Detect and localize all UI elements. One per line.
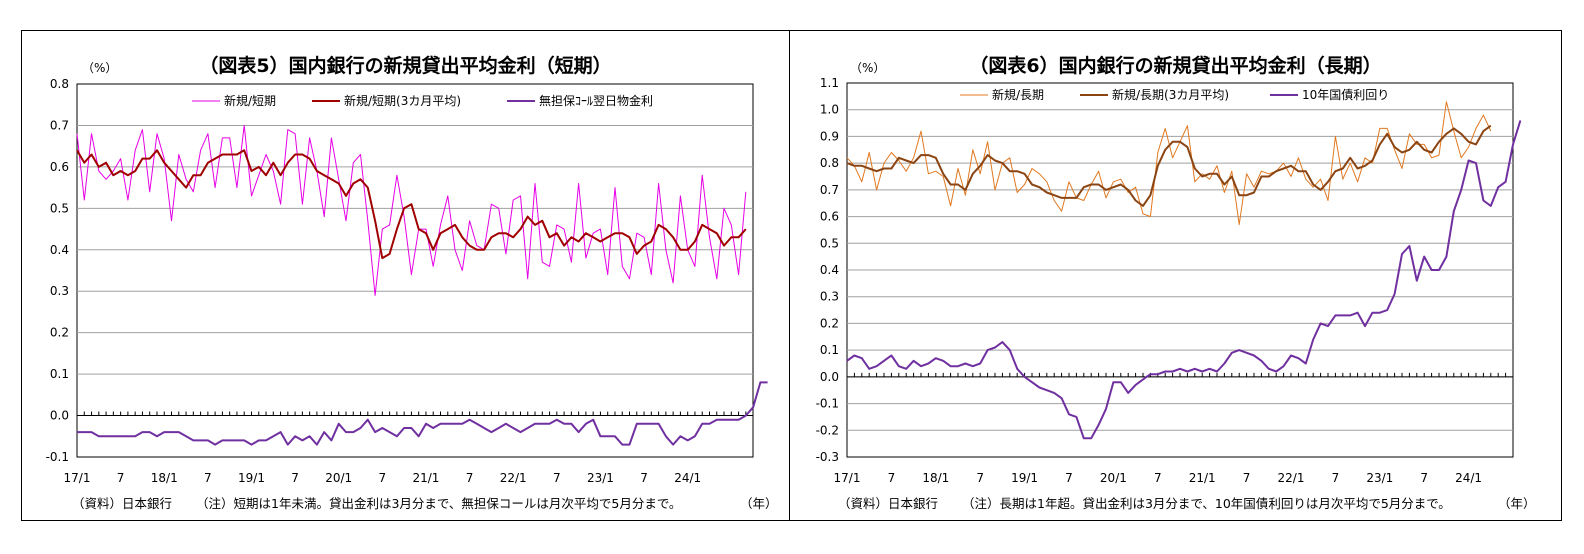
y-tick-label: 0.2 [50, 326, 69, 340]
y-tick-label: 0.7 [50, 118, 69, 132]
y-tick-label: 0.2 [820, 316, 839, 330]
x-tick-label: 23/1 [1366, 471, 1393, 485]
x-tick-label: 21/1 [412, 471, 439, 485]
x-tick-label: 19/1 [238, 471, 265, 485]
x-unit-label: （年） [740, 496, 778, 511]
x-tick-label: 22/1 [500, 471, 527, 485]
y-tick-label: -0.3 [816, 450, 839, 464]
y-tick-label: 0.6 [50, 160, 69, 174]
x-tick-label: 7 [976, 471, 984, 485]
x-tick-label: 22/1 [1278, 471, 1305, 485]
x-tick-label: 7 [1332, 471, 1340, 485]
x-tick-label: 7 [640, 471, 648, 485]
y-tick-label: 0.3 [820, 290, 839, 304]
x-tick-label: 7 [466, 471, 474, 485]
series-line [76, 149, 747, 260]
x-tick-label: 20/1 [325, 471, 352, 485]
x-tick-label: 7 [1243, 471, 1251, 485]
series-line [846, 120, 1522, 440]
series-line [846, 124, 1492, 207]
x-tick-label: 18/1 [922, 471, 949, 485]
x-tick-label: 7 [1420, 471, 1428, 485]
line-chart: 1.1 1.0 0.9 0.8 0.7 0.6 0.5 0.4 0.3 0.2 0.1 0.0 -0.1… [816, 76, 1522, 485]
x-tick-label: 17/1 [834, 471, 861, 485]
x-tick-label: 7 [553, 471, 561, 485]
y-tick-label: -0.1 [46, 450, 69, 464]
line-chart: 0.8 0.7 0.6 0.5 0.4 0.3 0.2 0.1 0.0 -0.1 17/1 7 18/1… [46, 77, 768, 485]
y-tick-label: 0.1 [50, 367, 69, 381]
x-tick-label: 7 [379, 471, 387, 485]
y-tick-label: 0.0 [820, 370, 839, 384]
series-line [76, 124, 747, 296]
y-tick-label: -0.1 [816, 397, 839, 411]
x-unit-label: （年） [1498, 496, 1536, 511]
plot-frame [76, 83, 754, 458]
y-tick-label: 0.7 [820, 183, 839, 197]
x-tick-label: 18/1 [151, 471, 178, 485]
y-tick-label: 0.1 [820, 343, 839, 357]
x-tick-label: 7 [888, 471, 896, 485]
chart-title: （図表5）国内銀行の新規貸出平均金利（短期） [199, 55, 612, 77]
x-tick-label: 21/1 [1189, 471, 1216, 485]
legend-label: 新規/短期(3カ月平均) [344, 93, 461, 108]
x-tick-label: 23/1 [587, 471, 614, 485]
legend-label: 10年国債利回り [1302, 87, 1389, 102]
x-tick-label: 24/1 [674, 471, 701, 485]
x-tick-label: 19/1 [1011, 471, 1038, 485]
x-tick-label: 7 [1065, 471, 1073, 485]
x-tick-label: 7 [204, 471, 212, 485]
y-unit-label: （%） [82, 61, 118, 75]
y-tick-label: 0.0 [50, 409, 69, 423]
x-tick-label: 7 [117, 471, 125, 485]
chart-panel-long-term: （図表6）国内銀行の新規貸出平均金利（長期） （%） 1.1 1.0 0.9 0.8 0… [789, 30, 1562, 521]
x-tick-label: 24/1 [1455, 471, 1482, 485]
series-line [77, 381, 768, 446]
note-text: （注）長期は1年超。貸出金利は3月分まで、10年国債利回りは月次平均で5月分まで… [962, 496, 1451, 511]
y-tick-label: -0.2 [816, 423, 839, 437]
note-text: （注）短期は1年未満。貸出金利は3月分まで、無担保コールは月次平均で5月分まで。 [196, 496, 682, 511]
y-tick-label: 0.9 [820, 129, 839, 143]
y-tick-label: 0.3 [50, 284, 69, 298]
y-tick-label: 1.0 [820, 103, 839, 117]
y-tick-label: 0.5 [820, 236, 839, 250]
source-text: （資料）日本銀行 [838, 496, 939, 511]
series-line [846, 101, 1492, 226]
y-tick-label: 0.8 [820, 156, 839, 170]
x-tick-label: 17/1 [64, 471, 91, 485]
legend-label: 新規/短期 [224, 93, 276, 108]
chart-title: （図表6）国内銀行の新規貸出平均金利（長期） [969, 55, 1382, 77]
legend-label: 新規/長期 [992, 87, 1044, 102]
y-unit-label: （%） [850, 61, 886, 75]
chart-panel-short-term: （図表5）国内銀行の新規貸出平均金利（短期） （%） 0.8 0.7 0.6 0.5 0… [21, 30, 790, 521]
y-tick-label: 0.4 [50, 243, 69, 257]
x-tick-label: 20/1 [1100, 471, 1127, 485]
y-tick-label: 0.6 [820, 210, 839, 224]
x-tick-label: 7 [1154, 471, 1162, 485]
y-tick-label: 1.1 [820, 76, 839, 90]
y-tick-label: 0.4 [820, 263, 839, 277]
legend-label: 無担保ｺｰﾙ翌日物金利 [539, 93, 653, 108]
legend-label: 新規/長期(3カ月平均) [1112, 87, 1229, 102]
source-text: （資料）日本銀行 [72, 496, 173, 511]
x-tick-label: 7 [291, 471, 299, 485]
y-tick-label: 0.5 [50, 201, 69, 215]
y-tick-label: 0.8 [50, 77, 69, 91]
